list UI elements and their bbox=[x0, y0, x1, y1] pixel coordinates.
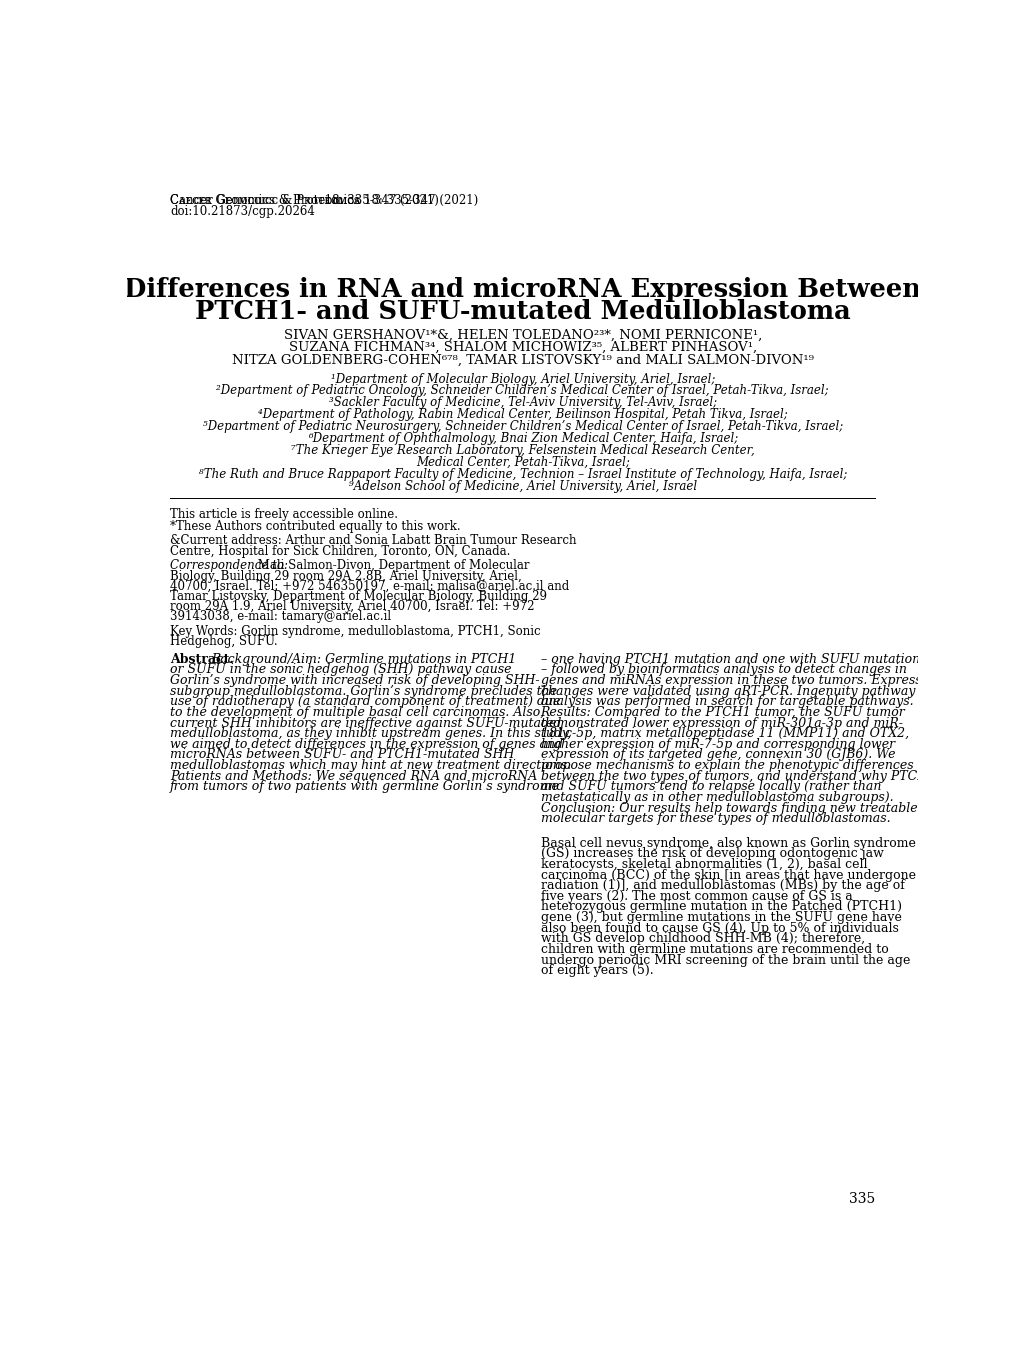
Text: 40700, Israel. Tel: +972 546350197, e-mail: malisa@ariel.ac.il and: 40700, Israel. Tel: +972 546350197, e-ma… bbox=[170, 580, 569, 593]
Text: metastatically as in other medulloblastoma subgroups).: metastatically as in other medulloblasto… bbox=[540, 791, 893, 805]
Text: Cancer Genomics & Proteomics: Cancer Genomics & Proteomics bbox=[170, 194, 360, 207]
Text: propose mechanisms to explain the phenotypic differences: propose mechanisms to explain the phenot… bbox=[540, 760, 912, 772]
Text: analysis was performed in search for targetable pathways.: analysis was performed in search for tar… bbox=[540, 696, 912, 708]
Text: heterozygous germline mutation in the Patched (PTCH1): heterozygous germline mutation in the Pa… bbox=[540, 901, 901, 913]
Text: also been found to cause GS (4). Up to 5% of individuals: also been found to cause GS (4). Up to 5… bbox=[540, 921, 898, 935]
Text: carcinoma (BCC) of the skin [in areas that have undergone: carcinoma (BCC) of the skin [in areas th… bbox=[540, 868, 915, 882]
Text: This article is freely accessible online.: This article is freely accessible online… bbox=[170, 508, 397, 520]
Text: children with germline mutations are recommended to: children with germline mutations are rec… bbox=[540, 943, 888, 955]
Text: higher expression of miR-7-5p and corresponding lower: higher expression of miR-7-5p and corres… bbox=[540, 738, 894, 750]
Text: Tamar Listovsky, Department of Molecular Biology, Building 29: Tamar Listovsky, Department of Molecular… bbox=[170, 590, 546, 602]
Text: Mali Salmon-Divon, Department of Molecular: Mali Salmon-Divon, Department of Molecul… bbox=[254, 559, 529, 572]
Text: Hedgehog, SUFU.: Hedgehog, SUFU. bbox=[170, 635, 277, 648]
Text: Basal cell nevus syndrome, also known as Gorlin syndrome: Basal cell nevus syndrome, also known as… bbox=[540, 837, 915, 849]
Text: *These Authors contributed equally to this work.: *These Authors contributed equally to th… bbox=[170, 520, 461, 533]
Text: ⁷The Krieger Eye Research Laboratory, Felsenstein Medical Research Center,: ⁷The Krieger Eye Research Laboratory, Fe… bbox=[290, 444, 754, 457]
Text: radiation (1)], and medulloblastomas (MBs) by the age of: radiation (1)], and medulloblastomas (MB… bbox=[540, 879, 904, 892]
Text: NITZA GOLDENBERG-COHEN⁶⁷⁸, TAMAR LISTOVSKY¹⁹ and MALI SALMON-DIVON¹⁹: NITZA GOLDENBERG-COHEN⁶⁷⁸, TAMAR LISTOVS… bbox=[231, 353, 813, 367]
Text: medulloblastomas which may hint at new treatment directions.: medulloblastomas which may hint at new t… bbox=[170, 760, 571, 772]
Text: Abstract.: Abstract. bbox=[170, 652, 233, 666]
Text: 181c-5p, matrix metallopeptidase 11 (MMP11) and OTX2,: 181c-5p, matrix metallopeptidase 11 (MMP… bbox=[540, 727, 908, 741]
Text: or SUFU in the sonic hedgehog (SHH) pathway cause: or SUFU in the sonic hedgehog (SHH) path… bbox=[170, 663, 512, 677]
Text: ²Department of Pediatric Oncology, Schneider Children’s Medical Center of Israel: ²Department of Pediatric Oncology, Schne… bbox=[216, 385, 828, 397]
Text: PTCH1- and SUFU-mutated Medulloblastoma: PTCH1- and SUFU-mutated Medulloblastoma bbox=[195, 299, 850, 323]
Text: keratocysts, skeletal abnormalities (1, 2), basal cell: keratocysts, skeletal abnormalities (1, … bbox=[540, 858, 866, 871]
Text: Conclusion: Our results help towards finding new treatable: Conclusion: Our results help towards fin… bbox=[540, 802, 916, 814]
Text: microRNAs between SUFU- and PTCH1-mutated SHH: microRNAs between SUFU- and PTCH1-mutate… bbox=[170, 749, 514, 761]
Text: ⁶Department of Ophthalmology, Bnai Zion Medical Center, Haifa, Israel;: ⁶Department of Ophthalmology, Bnai Zion … bbox=[308, 432, 737, 446]
Text: Background/Aim: Germline mutations in PTCH1: Background/Aim: Germline mutations in PT… bbox=[211, 652, 516, 666]
Text: (GS) increases the risk of developing odontogenic jaw: (GS) increases the risk of developing od… bbox=[540, 847, 882, 860]
Text: five years (2). The most common cause of GS is a: five years (2). The most common cause of… bbox=[540, 890, 852, 902]
Text: ⁸The Ruth and Bruce Rappaport Faculty of Medicine, Technion – Israel Institute o: ⁸The Ruth and Bruce Rappaport Faculty of… bbox=[199, 467, 846, 481]
Text: demonstrated lower expression of miR-301a-3p and miR-: demonstrated lower expression of miR-301… bbox=[540, 716, 902, 730]
Text: we aimed to detect differences in the expression of genes and: we aimed to detect differences in the ex… bbox=[170, 738, 562, 750]
Text: ¹Department of Molecular Biology, Ariel University, Ariel, Israel;: ¹Department of Molecular Biology, Ariel … bbox=[330, 372, 714, 386]
Text: subgroup medulloblastoma. Gorlin’s syndrome precludes the: subgroup medulloblastoma. Gorlin’s syndr… bbox=[170, 685, 556, 697]
Text: Gorlin’s syndrome with increased risk of developing SHH-: Gorlin’s syndrome with increased risk of… bbox=[170, 674, 539, 688]
Text: 39143038, e-mail: tamary@ariel.ac.il: 39143038, e-mail: tamary@ariel.ac.il bbox=[170, 610, 391, 622]
Text: Biology, Building 29 room 29A 2.8B, Ariel University, Ariel,: Biology, Building 29 room 29A 2.8B, Arie… bbox=[170, 569, 522, 583]
Text: undergo periodic MRI screening of the brain until the age: undergo periodic MRI screening of the br… bbox=[540, 954, 909, 966]
Text: 18: 335-347 (2021): 18: 335-347 (2021) bbox=[321, 194, 439, 207]
Text: Patients and Methods: We sequenced RNA and microRNA: Patients and Methods: We sequenced RNA a… bbox=[170, 769, 537, 783]
Text: changes were validated using qRT-PCR. Ingenuity pathway: changes were validated using qRT-PCR. In… bbox=[540, 685, 914, 697]
Text: – one having PTCH1 mutation and one with SUFU mutation: – one having PTCH1 mutation and one with… bbox=[540, 652, 919, 666]
Text: room 29A 1.9, Ariel University, Ariel 40700, Israel. Tel: +972: room 29A 1.9, Ariel University, Ariel 40… bbox=[170, 599, 534, 613]
Text: ⁹Adelson School of Medicine, Ariel University, Ariel, Israel: ⁹Adelson School of Medicine, Ariel Unive… bbox=[348, 480, 696, 493]
Text: between the two types of tumors, and understand why PTCH1: between the two types of tumors, and und… bbox=[540, 769, 934, 783]
Text: gene (3), but germline mutations in the SUFU gene have: gene (3), but germline mutations in the … bbox=[540, 911, 901, 924]
Text: from tumors of two patients with germline Gorlin’s syndrome: from tumors of two patients with germlin… bbox=[170, 780, 559, 794]
Text: Key Words: Gorlin syndrome, medulloblastoma, PTCH1, Sonic: Key Words: Gorlin syndrome, medulloblast… bbox=[170, 625, 540, 639]
Text: and SUFU tumors tend to relapse locally (rather than: and SUFU tumors tend to relapse locally … bbox=[540, 780, 880, 794]
Text: medulloblastoma, as they inhibit upstream genes. In this study,: medulloblastoma, as they inhibit upstrea… bbox=[170, 727, 571, 741]
Text: ⁴Department of Pathology, Rabin Medical Center, Beilinson Hospital, Petah Tikva,: ⁴Department of Pathology, Rabin Medical … bbox=[258, 408, 787, 421]
Text: use of radiotherapy (a standard component of treatment) due: use of radiotherapy (a standard componen… bbox=[170, 696, 560, 708]
Text: Cᴀᴇᴄᴇʀ Gᴇᴏᴍᴄᴏɪᴄᴄ & Pʀᴏᴛᴇᴏᴍᴄᴀ 18: 335-347 (2021): Cᴀᴇᴄᴇʀ Gᴇᴏᴍᴄᴏɪᴄᴄ & Pʀᴏᴛᴇᴏᴍᴄᴀ 18: 335-347… bbox=[170, 194, 478, 207]
Text: ⁵Department of Pediatric Neurosurgery, Schneider Children’s Medical Center of Is: ⁵Department of Pediatric Neurosurgery, S… bbox=[203, 420, 842, 434]
Text: &Current address: Arthur and Sonia Labatt Brain Tumour Research: &Current address: Arthur and Sonia Labat… bbox=[170, 534, 576, 548]
Text: with GS develop childhood SHH-MB (4); therefore,: with GS develop childhood SHH-MB (4); th… bbox=[540, 932, 864, 946]
Text: ³Sackler Faculty of Medicine, Tel-Aviv University, Tel-Aviv, Israel;: ³Sackler Faculty of Medicine, Tel-Aviv U… bbox=[328, 397, 716, 409]
Text: doi:10.21873/cgp.20264: doi:10.21873/cgp.20264 bbox=[170, 205, 315, 219]
Text: 335: 335 bbox=[848, 1192, 874, 1205]
Text: SIVAN GERSHANOV¹*&, HELEN TOLEDANO²³*, NOMI PERNICONE¹,: SIVAN GERSHANOV¹*&, HELEN TOLEDANO²³*, N… bbox=[283, 329, 761, 341]
Text: Differences in RNA and microRNA Expression Between: Differences in RNA and microRNA Expressi… bbox=[124, 277, 920, 302]
Text: – followed by bioinformatics analysis to detect changes in: – followed by bioinformatics analysis to… bbox=[540, 663, 906, 677]
Text: SUZANA FICHMAN³⁴, SHALOM MICHOWIZ³⁵, ALBERT PINHASOV¹,: SUZANA FICHMAN³⁴, SHALOM MICHOWIZ³⁵, ALB… bbox=[288, 341, 756, 353]
Text: expression of its targeted gene, connexin 30 (GJB6). We: expression of its targeted gene, connexi… bbox=[540, 749, 895, 761]
Text: Medical Center, Petah-Tikva, Israel;: Medical Center, Petah-Tikva, Israel; bbox=[416, 457, 629, 469]
Text: Results: Compared to the PTCH1 tumor, the SUFU tumor: Results: Compared to the PTCH1 tumor, th… bbox=[540, 705, 905, 719]
Text: of eight years (5).: of eight years (5). bbox=[540, 964, 652, 977]
Text: genes and miRNAs expression in these two tumors. Expression: genes and miRNAs expression in these two… bbox=[540, 674, 940, 688]
Text: Centre, Hospital for Sick Children, Toronto, ON, Canada.: Centre, Hospital for Sick Children, Toro… bbox=[170, 545, 509, 559]
Text: Correspondence to:: Correspondence to: bbox=[170, 559, 287, 572]
Text: current SHH inhibitors are ineffective against SUFU-mutated: current SHH inhibitors are ineffective a… bbox=[170, 716, 560, 730]
Text: molecular targets for these types of medulloblastomas.: molecular targets for these types of med… bbox=[540, 813, 890, 825]
Text: to the development of multiple basal cell carcinomas. Also,: to the development of multiple basal cel… bbox=[170, 705, 544, 719]
